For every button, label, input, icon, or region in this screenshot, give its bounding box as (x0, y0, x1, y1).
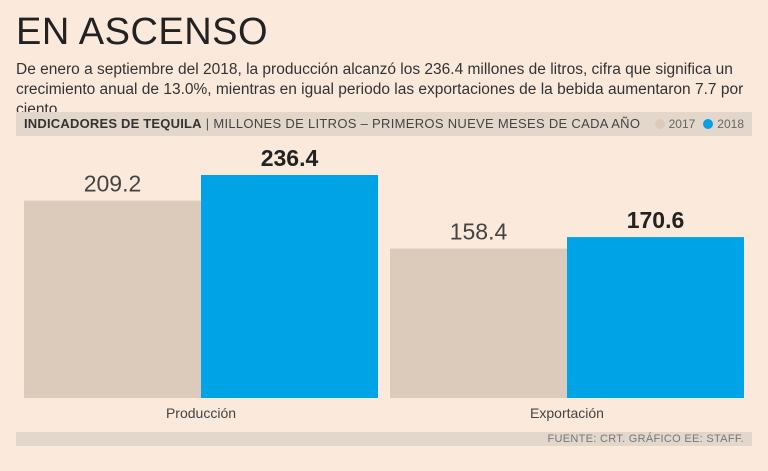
legend-item-2017: 2017 (654, 117, 696, 131)
data-label-exportacin-2018: 170.6 (627, 207, 685, 233)
data-label-produccin-2018: 236.4 (261, 145, 319, 171)
chart-header-title: INDICADORES DE TEQUILA (24, 116, 202, 131)
bar-produccin-2018 (201, 175, 378, 398)
legend-item-2018: 2018 (703, 117, 744, 131)
category-label-exportacin: Exportación (530, 405, 604, 421)
legend-swatch-2017 (654, 119, 665, 129)
data-label-exportacin-2017: 158.4 (450, 219, 508, 245)
chart-header: INDICADORES DE TEQUILA | MILLONES DE LITRO… (24, 116, 640, 131)
bar-exportacin-2018 (567, 237, 744, 398)
source-note: FUENTE: CRT. GRÁFICO EE: STAFF. (547, 433, 744, 445)
page-subtitle: De enero a septiembre del 2018, la produ… (16, 61, 744, 118)
chart-header-bar: INDICADORES DE TEQUILA | MILLONES DE LITRO… (16, 112, 752, 136)
bar-exportacin-2017 (390, 248, 567, 398)
footer-bar: FUENTE: CRT. GRÁFICO EE: STAFF. (16, 432, 752, 446)
legend-label-2017: 2017 (668, 117, 696, 131)
chart-legend: 2017 2018 (647, 117, 744, 131)
chart-header-separator: | (205, 116, 210, 131)
chart-header-subtitle: MILLONES DE LITROS – PRIMEROS NUEVE MESE… (213, 116, 641, 131)
data-label-produccin-2017: 209.2 (84, 171, 142, 197)
legend-swatch-2018 (703, 119, 714, 129)
legend-label-2018: 2018 (717, 117, 744, 131)
category-label-produccin: Producción (166, 405, 236, 421)
bar-produccin-2017 (24, 200, 201, 398)
page-title: EN ASCENSO (16, 11, 269, 53)
